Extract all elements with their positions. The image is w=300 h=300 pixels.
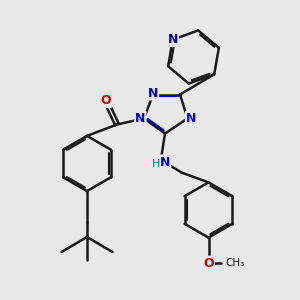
Text: N: N bbox=[148, 86, 158, 100]
Text: N: N bbox=[168, 33, 178, 46]
Text: N: N bbox=[135, 112, 146, 125]
Text: CH₃: CH₃ bbox=[225, 258, 244, 268]
Text: O: O bbox=[100, 94, 111, 107]
Text: O: O bbox=[203, 256, 214, 270]
Text: H: H bbox=[152, 159, 160, 170]
Text: N: N bbox=[160, 155, 170, 169]
Text: N: N bbox=[186, 112, 196, 125]
